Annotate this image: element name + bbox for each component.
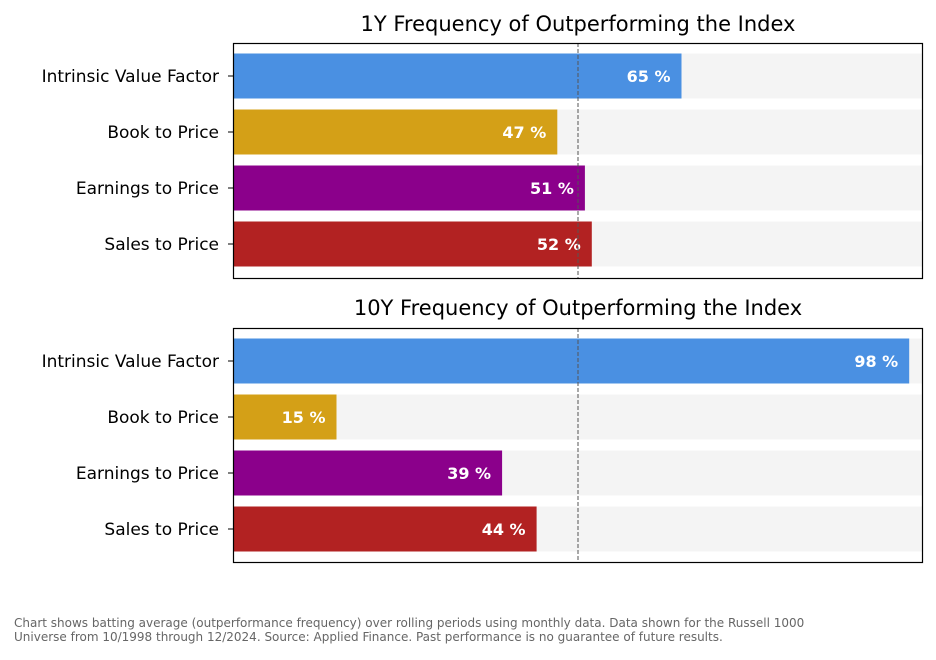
category-label: Intrinsic Value Factor <box>42 67 219 87</box>
bar-intrinsic-value-factor <box>233 53 682 99</box>
data-label: 51 % <box>530 179 574 198</box>
category-label: Intrinsic Value Factor <box>42 352 219 372</box>
chart-panel-1: 1Y Frequency of Outperforming the Index 6… <box>42 12 924 280</box>
plot-frame <box>232 327 924 564</box>
bar-sales-to-price <box>233 221 592 267</box>
bar-earnings-to-price <box>233 165 585 211</box>
category-label: Earnings to Price <box>76 464 219 484</box>
chart-title: 1Y Frequency of Outperforming the Index <box>361 12 796 36</box>
chart-title: 10Y Frequency of Outperforming the Index <box>354 296 802 320</box>
data-label: 15 % <box>282 408 326 427</box>
data-label: 39 % <box>447 464 491 483</box>
data-label: 52 % <box>537 235 581 254</box>
data-label: 44 % <box>482 520 526 539</box>
category-label: Book to Price <box>107 123 219 143</box>
bar-intrinsic-value-factor <box>233 338 910 384</box>
footnote: Chart shows batting average (outperforma… <box>14 616 914 644</box>
chart-panel-2: 10Y Frequency of Outperforming the Index… <box>42 296 924 564</box>
data-label: 98 % <box>854 352 898 371</box>
plot-frame <box>232 42 924 280</box>
bar-earnings-to-price <box>233 450 503 496</box>
category-label: Book to Price <box>107 408 219 428</box>
footnote-line-1: Chart shows batting average (outperforma… <box>14 616 805 630</box>
category-label: Earnings to Price <box>76 179 219 199</box>
footnote-line-2: Universe from 10/1998 through 12/2024. S… <box>14 630 723 644</box>
data-label: 47 % <box>502 123 546 142</box>
data-label: 65 % <box>627 67 671 86</box>
bar-sales-to-price <box>233 506 537 552</box>
bar-book-to-price <box>233 394 337 440</box>
category-label: Sales to Price <box>104 520 219 540</box>
bar-book-to-price <box>233 109 558 155</box>
charts-canvas: 1Y Frequency of Outperforming the Index 6… <box>42 12 924 564</box>
category-label: Sales to Price <box>104 235 219 255</box>
